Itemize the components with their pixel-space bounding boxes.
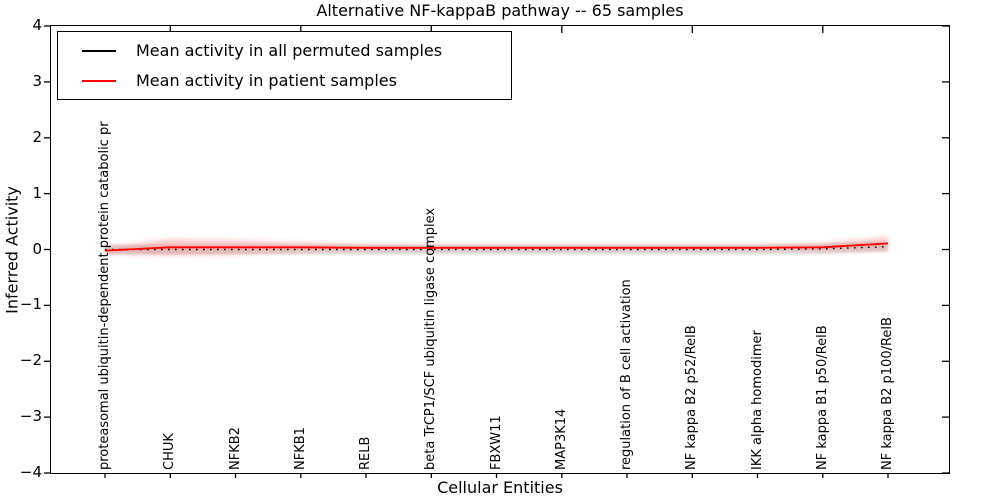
patient-mean-line <box>104 242 889 252</box>
x-tick-label: regulation of B cell activation <box>619 279 634 470</box>
y-tick-label: 2 <box>32 127 42 146</box>
chart-title: Alternative NF-kappaB pathway -- 65 samp… <box>316 1 684 20</box>
y-tick-labels: 4 3 2 1 0 −1 −2 −3 −4 <box>0 0 42 500</box>
x-tick-label: MAP3K14 <box>553 408 569 470</box>
y-tick-label: 1 <box>32 183 42 202</box>
permuted-mean-line <box>105 246 889 251</box>
x-tick-label: NFKB1 <box>292 427 308 470</box>
x-tick-label: NF kappa B2 p52/RelB <box>684 325 700 470</box>
x-tick-label: FBXW11 <box>488 415 504 470</box>
legend-entry-permuted: Mean activity in all permuted samples <box>58 38 511 64</box>
y-tick-label: 4 <box>32 16 42 34</box>
x-tick-label: proteasomal ubiquitin-dependent protein … <box>97 121 112 470</box>
x-tick-label: CHUK <box>162 433 178 470</box>
x-tick-label: beta TrCP1/SCF ubiquitin ligase complex <box>423 207 439 470</box>
x-tick-label: RELB <box>358 436 373 470</box>
plot-svg <box>44 25 949 478</box>
y-tick-label: 0 <box>32 239 42 258</box>
y-tick-label: −2 <box>19 351 42 370</box>
x-tick-label: NF kappa B2 p100/RelB <box>880 317 895 470</box>
x-axis-title: Cellular Entities <box>437 478 563 497</box>
y-tick-label: −4 <box>19 463 42 481</box>
legend-line-permuted <box>82 49 116 52</box>
x-tick-label: IKK alpha homodimer <box>749 330 765 470</box>
x-tick-label: NF kappa B1 p50/RelB <box>814 325 830 470</box>
legend-label-permuted: Mean activity in all permuted samples <box>136 41 443 60</box>
legend: Mean activity in all permuted samples Me… <box>57 31 512 100</box>
legend-label-patient: Mean activity in patient samples <box>136 71 397 90</box>
patient-std-band <box>105 236 888 256</box>
y-tick-label: 3 <box>32 71 42 90</box>
y-tick-label: −1 <box>19 295 42 314</box>
legend-entry-patient: Mean activity in patient samples <box>58 68 511 94</box>
x-tick-label: NFKB2 <box>227 427 243 470</box>
legend-line-patient <box>82 79 116 82</box>
y-tick-label: −3 <box>19 407 42 426</box>
